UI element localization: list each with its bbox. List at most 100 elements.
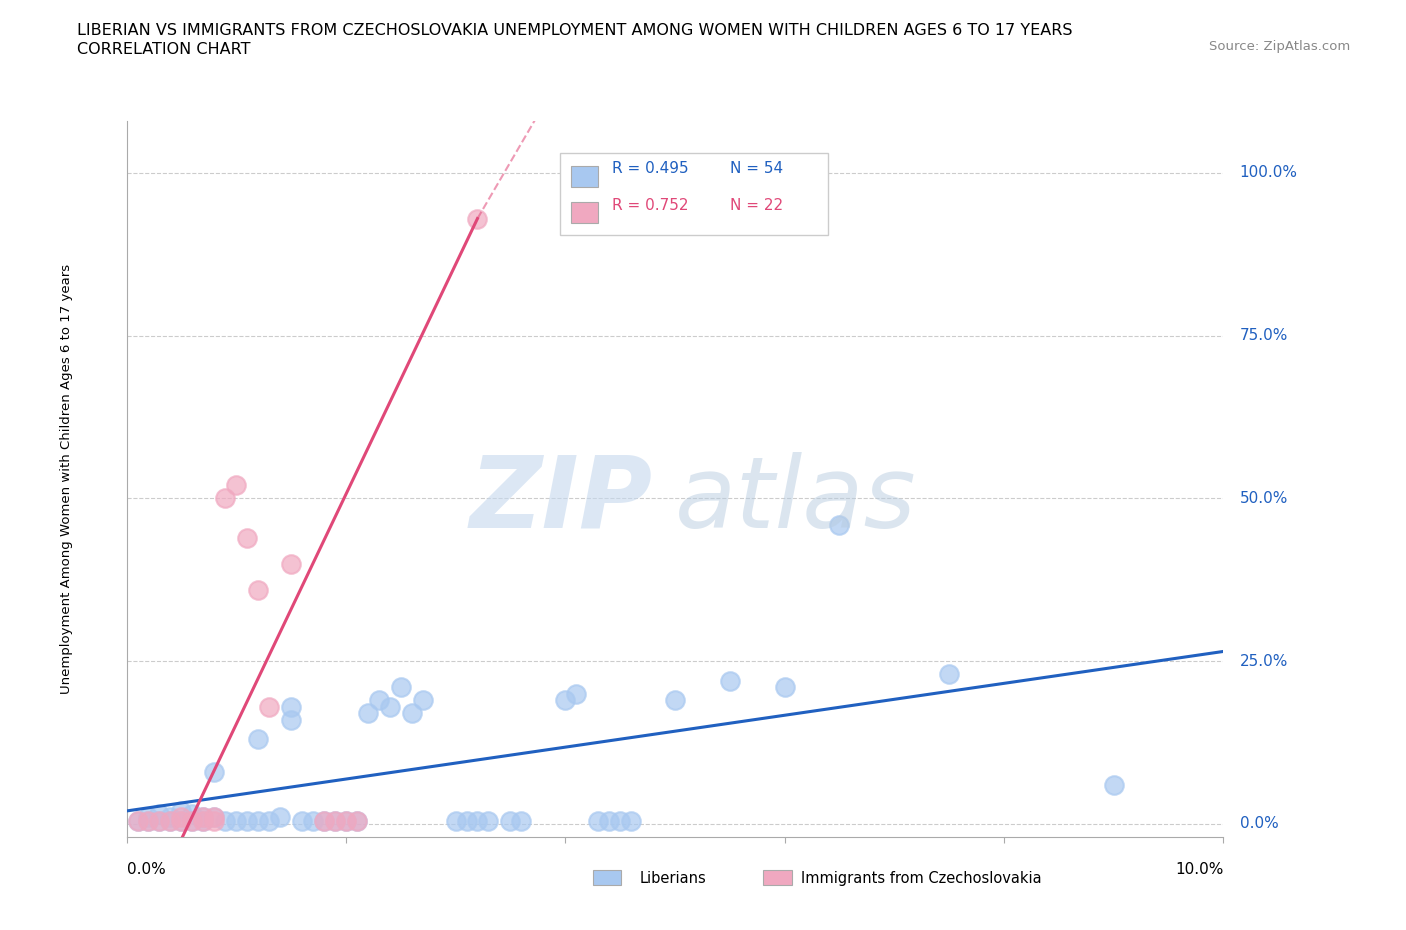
Point [247, 732, 270, 747]
Point [257, 699, 280, 714]
Bar [593, 870, 621, 885]
Text: 10.0%: 10.0% [1175, 862, 1223, 877]
Point [620, 813, 643, 829]
Text: LIBERIAN VS IMMIGRANTS FROM CZECHOSLOVAKIA UNEMPLOYMENT AMONG WOMEN WITH CHILDRE: LIBERIAN VS IMMIGRANTS FROM CZECHOSLOVAK… [77, 23, 1073, 38]
Point [148, 813, 170, 829]
Point [170, 813, 193, 829]
Point [389, 680, 412, 695]
Point [718, 673, 741, 688]
Point [499, 813, 522, 829]
Point [127, 813, 149, 829]
Text: Immigrants from Czechoslovakia: Immigrants from Czechoslovakia [801, 871, 1042, 886]
Text: N = 54: N = 54 [730, 162, 783, 177]
Point [554, 693, 576, 708]
Text: 50.0%: 50.0% [1240, 491, 1288, 506]
Point [193, 810, 215, 825]
Point [202, 813, 225, 829]
Text: 25.0%: 25.0% [1240, 654, 1288, 669]
Point [586, 813, 609, 829]
Point [202, 764, 225, 779]
Point [202, 810, 225, 825]
Point [159, 813, 181, 829]
Point [181, 807, 204, 822]
Point [323, 813, 346, 829]
Text: Unemployment Among Women with Children Ages 6 to 17 years: Unemployment Among Women with Children A… [59, 264, 73, 694]
Point [357, 706, 380, 721]
Text: 0.0%: 0.0% [127, 862, 166, 877]
Point [225, 478, 247, 493]
Text: 0.0%: 0.0% [1240, 817, 1278, 831]
Point [247, 813, 270, 829]
FancyBboxPatch shape [560, 153, 828, 235]
Point [148, 807, 170, 822]
Point [193, 813, 215, 829]
Point [280, 699, 302, 714]
Point [938, 667, 960, 682]
Point [335, 813, 357, 829]
Point [193, 813, 215, 829]
Text: CORRELATION CHART: CORRELATION CHART [77, 42, 250, 57]
Point [828, 517, 851, 532]
Text: Source: ZipAtlas.com: Source: ZipAtlas.com [1209, 40, 1350, 53]
Point [565, 686, 588, 701]
Point [269, 810, 291, 825]
Point [312, 813, 335, 829]
Point [236, 530, 259, 545]
Text: R = 0.495: R = 0.495 [613, 162, 689, 177]
Point [181, 813, 204, 829]
Point [773, 680, 796, 695]
Point [467, 813, 489, 829]
Point [148, 813, 170, 829]
Point [280, 556, 302, 571]
Point [247, 582, 270, 597]
Point [170, 804, 193, 818]
Bar [763, 870, 792, 885]
Point [138, 813, 160, 829]
Point [214, 491, 236, 506]
Point [401, 706, 423, 721]
Point [444, 813, 467, 829]
Point [477, 813, 499, 829]
Point [138, 810, 160, 825]
Point [312, 813, 335, 829]
Point [346, 813, 368, 829]
Point [664, 693, 686, 708]
FancyBboxPatch shape [571, 202, 598, 223]
Point [280, 712, 302, 727]
Point [225, 813, 247, 829]
Point [323, 813, 346, 829]
Point [170, 810, 193, 825]
Text: N = 22: N = 22 [730, 198, 783, 213]
Point [412, 693, 434, 708]
Point [378, 699, 401, 714]
Text: ZIP: ZIP [470, 452, 652, 549]
Point [367, 693, 389, 708]
Point [202, 810, 225, 825]
Point [236, 813, 259, 829]
Point [193, 810, 215, 825]
Point [170, 813, 193, 829]
Point [346, 813, 368, 829]
Point [1102, 777, 1125, 792]
Point [598, 813, 620, 829]
Point [291, 813, 314, 829]
FancyBboxPatch shape [571, 166, 598, 188]
Text: 100.0%: 100.0% [1240, 166, 1298, 180]
Point [335, 813, 357, 829]
Point [467, 211, 489, 226]
Point [257, 813, 280, 829]
Text: atlas: atlas [675, 452, 917, 549]
Text: 75.0%: 75.0% [1240, 328, 1288, 343]
Text: Liberians: Liberians [640, 871, 706, 886]
Point [302, 813, 325, 829]
Point [510, 813, 533, 829]
Point [456, 813, 478, 829]
Point [609, 813, 631, 829]
Point [214, 813, 236, 829]
Point [127, 813, 149, 829]
Point [138, 813, 160, 829]
Point [159, 813, 181, 829]
Point [181, 813, 204, 829]
Point [159, 810, 181, 825]
Text: R = 0.752: R = 0.752 [613, 198, 689, 213]
